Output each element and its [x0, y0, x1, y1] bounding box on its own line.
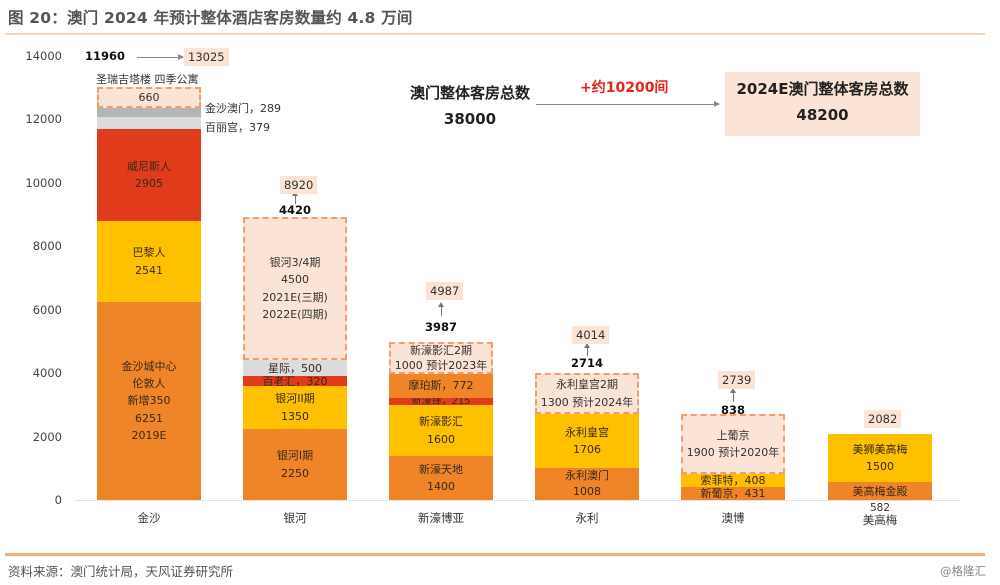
sands-current-total: 11960	[84, 49, 125, 63]
planned-galaxy-phase34: 银河3/4期 4500 2021E(三期) 2022E(四期)	[243, 217, 347, 360]
x-label-galaxy: 银河	[283, 511, 307, 525]
sjm-current-total: 838	[720, 403, 745, 417]
sjm-up-arrow	[730, 388, 736, 402]
melco-future-total: 4987	[426, 282, 464, 300]
segment-galaxy-phase1: 银河I期 2250	[243, 429, 347, 500]
y-tick-8000: 8000	[32, 239, 62, 253]
segment-sands-macao	[97, 108, 201, 117]
segment-sands-parisian-lodge	[97, 117, 201, 129]
footer-divider	[5, 553, 985, 556]
wynn-up-arrow	[584, 343, 590, 356]
x-label-melco: 新濠博亚	[418, 511, 464, 525]
galaxy-current-total: 4420	[278, 203, 311, 217]
y-tick-12000: 12000	[25, 112, 62, 126]
summary-future: 2024E澳门整体客房总数 48200	[725, 72, 920, 136]
planned-melco-studio2: 新濠影汇2期 1000 预计2023年	[389, 342, 493, 374]
segment-melco-cotai: 新濠天地 1400	[389, 456, 493, 500]
galaxy-future-total: 8920	[280, 176, 318, 194]
segment-wynn-macau: 永利澳门 1008	[535, 468, 639, 500]
segment-mgm-cotai: 美狮美高梅 1500	[828, 434, 932, 482]
figure-title: 图 20：澳门 2024 年预计整体酒店客房数量约 4.8 万间	[8, 9, 413, 27]
segment-galaxy-phase2: 银河II期 1350	[243, 386, 347, 429]
watermark: @格隆汇	[940, 564, 986, 578]
melco-current-total: 3987	[424, 320, 457, 334]
segment-sands-parisian: 巴黎人 2541	[97, 221, 201, 302]
mgm-total: 2082	[864, 410, 902, 428]
summary-future-value: 48200	[796, 106, 849, 125]
sands-arrow	[137, 54, 184, 60]
y-tick-4000: 4000	[32, 366, 62, 380]
segment-sjm-lisboa: 新葡京，431	[681, 487, 785, 500]
melco-up-arrow	[438, 302, 444, 316]
segment-melco-morpheus: 摩珀斯，772	[389, 374, 493, 398]
sands-future-total: 13025	[184, 48, 229, 66]
segment-wynn-palace: 永利皇宫 1706	[535, 414, 639, 468]
wynn-future-total: 4014	[572, 326, 610, 344]
mgm-macau-value: 582	[870, 502, 891, 514]
label-sands-macao: 金沙澳门，289	[205, 102, 281, 115]
summary-current-value: 38000	[443, 110, 497, 129]
y-tick-0: 0	[54, 493, 62, 507]
label-sands-parisian-lodge: 百丽宫，379	[205, 121, 270, 134]
title-divider	[5, 33, 985, 35]
summary-current-label: 澳门整体客房总数	[409, 84, 530, 102]
segment-sjm-sofitel: 索菲特，408	[681, 474, 785, 487]
x-label-wynn: 永利	[575, 511, 599, 525]
segment-galaxy-broadway: 百老汇，320	[243, 376, 347, 386]
planned-wynn-palace2: 永利皇宫2期 1300 预计2024年	[535, 373, 639, 414]
summary-arrow	[536, 101, 720, 107]
x-label-sands: 金沙	[137, 511, 161, 525]
galaxy-up-arrow	[292, 191, 298, 204]
planned-sjm-grand-lisboa-palace: 上葡京 1900 预计2020年	[681, 414, 785, 474]
segment-sands-londoner: 金沙城中心 伦敦人 新增350 6251 2019E	[97, 302, 201, 500]
y-tick-6000: 6000	[32, 303, 62, 317]
segment-melco-studio: 新濠影汇 1600	[389, 405, 493, 456]
wynn-current-total: 2714	[570, 356, 603, 370]
segment-sands-venetian: 威尼斯人 2905	[97, 129, 201, 221]
planned-sands-stregis: 660	[97, 87, 201, 108]
summary-increase: +约10200间	[580, 80, 669, 96]
summary-future-label: 2024E澳门整体客房总数	[736, 80, 909, 98]
source-note: 资料来源：澳门统计局，天风证券研究所	[8, 564, 234, 579]
segment-melco-altira: 新濠锋，215	[389, 398, 493, 405]
sjm-future-total: 2739	[718, 371, 756, 389]
label-sands-stregis: 圣瑞吉塔楼 四季公寓	[96, 73, 199, 86]
y-tick-2000: 2000	[32, 430, 62, 444]
segment-mgm-macau: 美高梅金殿	[828, 482, 932, 500]
x-label-sjm: 澳博	[721, 511, 745, 525]
summary-current: 澳门整体客房总数 38000	[395, 80, 545, 133]
y-tick-14000: 14000	[25, 49, 62, 63]
x-label-mgm: 美高梅	[862, 513, 898, 527]
x-axis-baseline	[75, 500, 960, 501]
y-tick-10000: 10000	[25, 176, 62, 190]
segment-galaxy-starworld: 星际，500	[243, 360, 347, 376]
